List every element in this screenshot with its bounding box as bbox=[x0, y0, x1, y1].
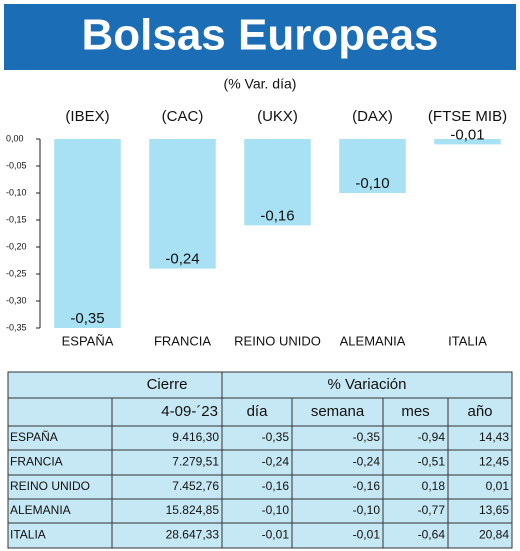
index-label: (UKX) bbox=[257, 108, 298, 125]
table-cell: -0,51 bbox=[418, 455, 446, 469]
table-cell: -0,64 bbox=[418, 528, 446, 542]
table-cell: 0,18 bbox=[422, 479, 446, 493]
chart-subtitle: (% Var. día) bbox=[224, 76, 297, 92]
table-cell: -0,94 bbox=[418, 430, 446, 444]
table-cell: -0,24 bbox=[353, 455, 381, 469]
table-cell: -0,16 bbox=[262, 479, 290, 493]
table-cell: 12,45 bbox=[479, 455, 509, 469]
table-cell: -0,10 bbox=[353, 503, 381, 517]
table-cell: 7.279,51 bbox=[172, 455, 219, 469]
index-label: (CAC) bbox=[162, 108, 204, 125]
y-tick-label: -0,30 bbox=[6, 295, 27, 305]
table-cell: -0,01 bbox=[353, 528, 381, 542]
value-label: -0,10 bbox=[355, 175, 389, 192]
index-label: (IBEX) bbox=[65, 108, 109, 125]
table-subheader: año bbox=[467, 403, 492, 420]
table-header: Cierre bbox=[147, 376, 188, 393]
table-cell: -0,35 bbox=[353, 430, 381, 444]
x-tick-label: FRANCIA bbox=[154, 333, 211, 348]
table-cell: REINO UNIDO bbox=[10, 479, 90, 493]
index-label: (FTSE MIB) bbox=[428, 108, 507, 125]
value-label: -0,35 bbox=[70, 310, 104, 327]
table-subheader: mes bbox=[401, 403, 429, 420]
y-tick-label: -0,25 bbox=[6, 268, 27, 278]
table-background bbox=[7, 371, 513, 549]
table-cell: FRANCIA bbox=[10, 455, 63, 469]
chart-title: Bolsas Europeas bbox=[81, 11, 438, 60]
table-cell: 0,01 bbox=[486, 479, 510, 493]
index-label: (DAX) bbox=[352, 108, 393, 125]
table-cell: -0,16 bbox=[353, 479, 381, 493]
table-subheader: semana bbox=[311, 403, 365, 420]
x-tick-label: ESPAÑA bbox=[62, 333, 114, 348]
bar bbox=[149, 139, 216, 269]
table-cell: 7.452,76 bbox=[172, 479, 219, 493]
value-label: -0,24 bbox=[165, 251, 199, 268]
table-cell: ESPAÑA bbox=[10, 430, 58, 444]
table-cell: 28.647,33 bbox=[166, 528, 220, 542]
table-cell: 9.416,30 bbox=[172, 430, 219, 444]
table-subheader: 4-09-´23 bbox=[161, 403, 218, 420]
x-tick-label: REINO UNIDO bbox=[234, 333, 321, 348]
x-tick-label: ITALIA bbox=[448, 333, 487, 348]
bar bbox=[54, 139, 121, 328]
value-label: -0,16 bbox=[260, 207, 294, 224]
y-tick-label: -0,05 bbox=[6, 160, 27, 170]
bar bbox=[244, 139, 311, 226]
table-cell: 15.824,85 bbox=[166, 503, 220, 517]
table-cell: -0,35 bbox=[262, 430, 290, 444]
table-cell: 14,43 bbox=[479, 430, 509, 444]
title-banner bbox=[4, 4, 516, 70]
table-cell: -0,01 bbox=[262, 528, 290, 542]
bar bbox=[339, 139, 406, 193]
y-tick-label: -0,35 bbox=[6, 322, 27, 332]
table-cell: -0,10 bbox=[262, 503, 290, 517]
y-tick-label: -0,20 bbox=[6, 241, 27, 251]
table-cell: -0,24 bbox=[262, 455, 290, 469]
table-cell: ALEMANIA bbox=[10, 503, 71, 517]
y-tick-label: -0,10 bbox=[6, 187, 27, 197]
table-cell: ITALIA bbox=[10, 528, 46, 542]
table-cell: 20,84 bbox=[479, 528, 509, 542]
table-header: % Variación bbox=[328, 376, 407, 393]
y-tick-label: 0,00 bbox=[6, 133, 24, 143]
table-subheader: día bbox=[247, 403, 269, 420]
x-tick-label: ALEMANIA bbox=[340, 333, 406, 348]
y-tick-label: -0,15 bbox=[6, 214, 27, 224]
table-cell: -0,77 bbox=[418, 503, 446, 517]
bar bbox=[434, 139, 501, 145]
table-cell: 13,65 bbox=[479, 503, 509, 517]
value-label: -0,01 bbox=[450, 126, 484, 143]
